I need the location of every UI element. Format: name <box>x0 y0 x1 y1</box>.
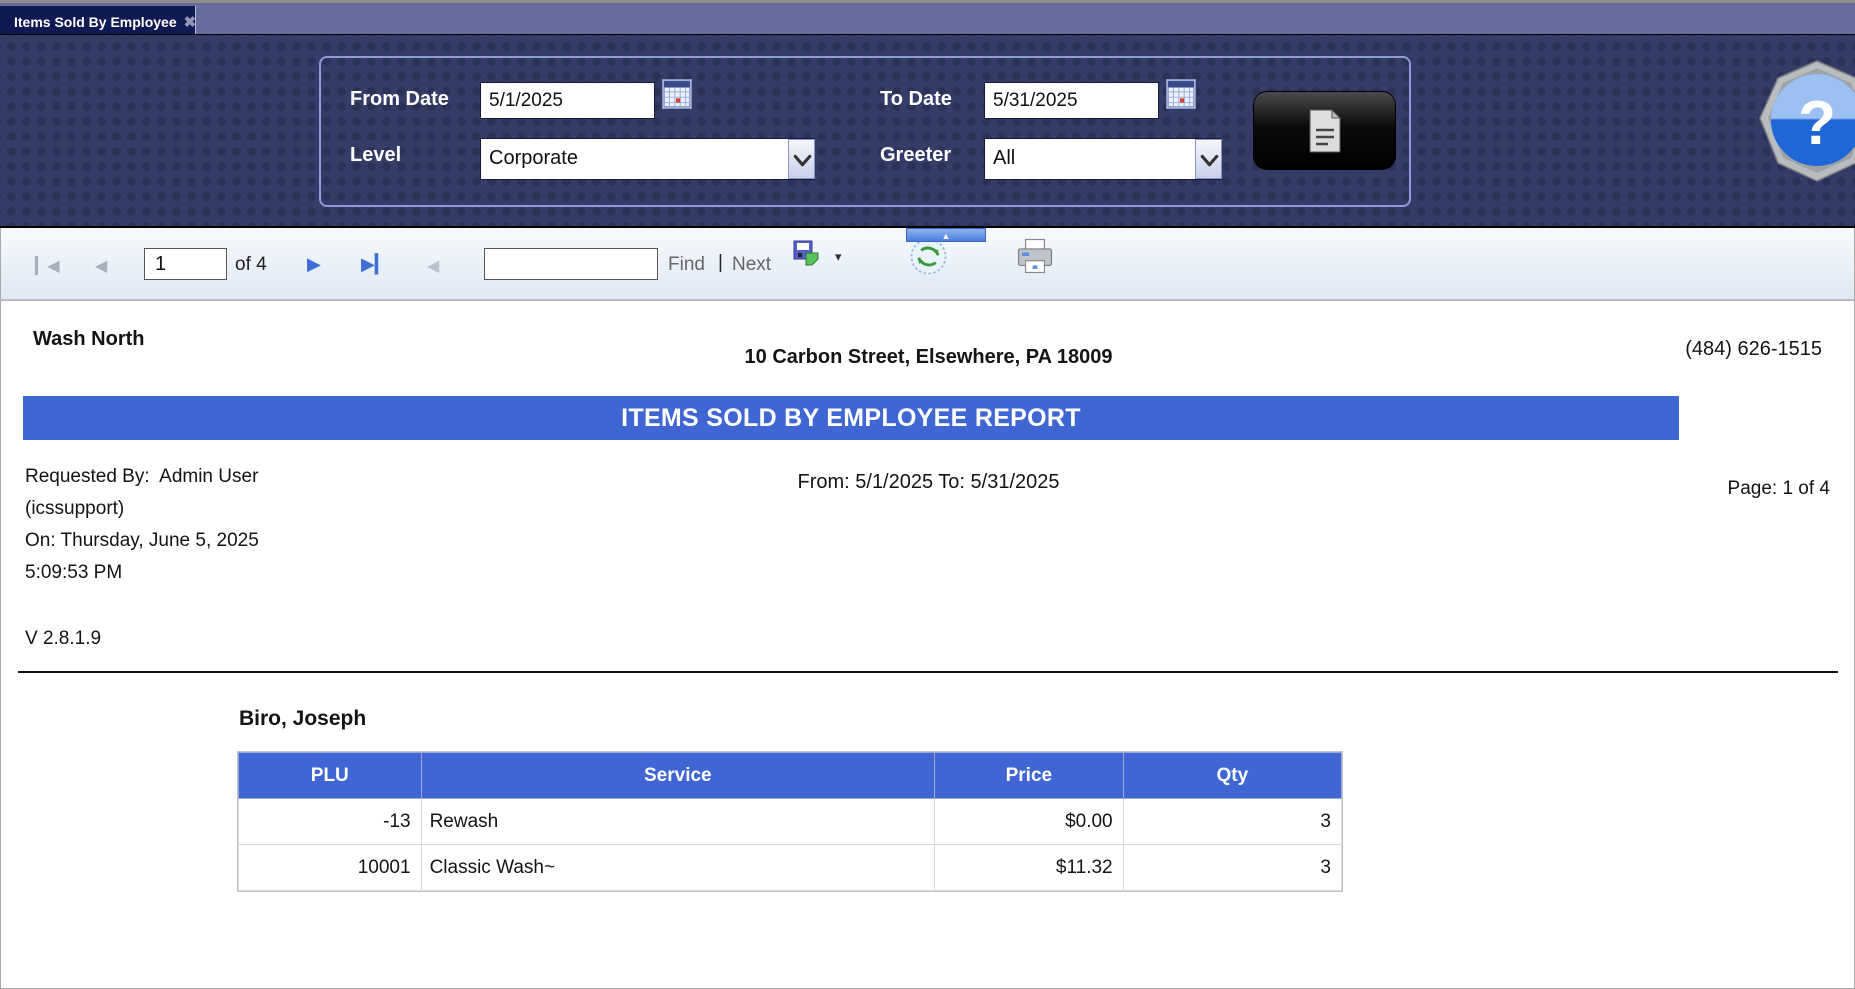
svg-text:?: ? <box>1798 89 1836 158</box>
